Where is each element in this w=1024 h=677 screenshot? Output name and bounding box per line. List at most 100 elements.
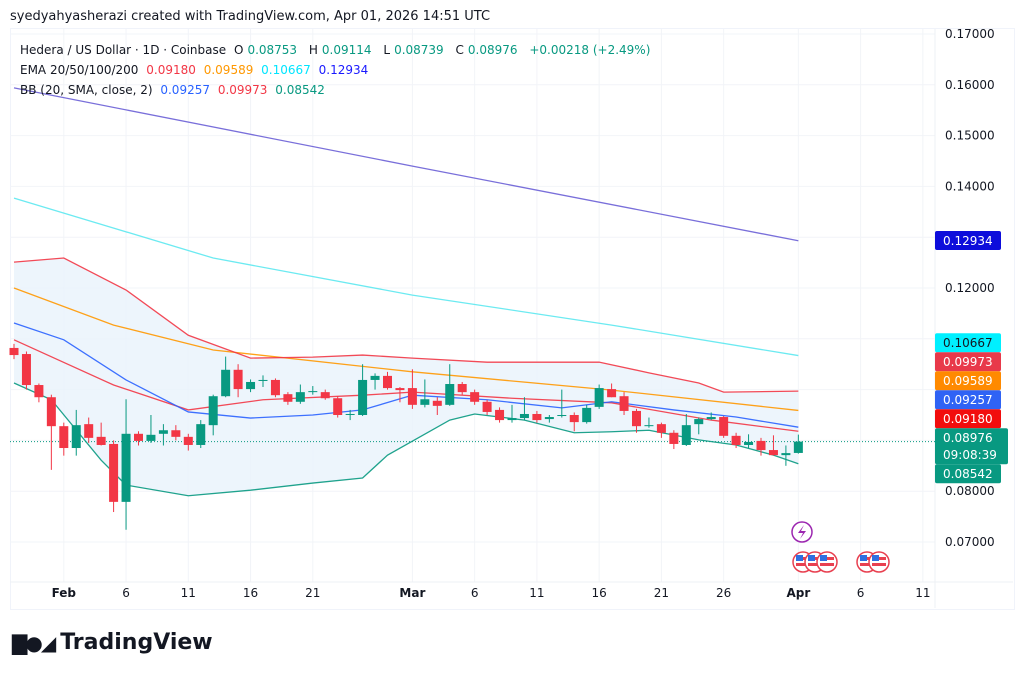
flag-stripe bbox=[820, 563, 834, 566]
ema100-line bbox=[13, 197, 799, 357]
candle-down bbox=[731, 435, 741, 445]
legend-bb-row[interactable]: BB (20, SMA, close, 2) 0.09257 0.09973 0… bbox=[20, 80, 654, 100]
price-label-box bbox=[935, 390, 1001, 410]
time-tick-label: 6 bbox=[857, 586, 865, 600]
ema50-value: 0.09589 bbox=[203, 63, 254, 77]
candle-down bbox=[495, 409, 505, 421]
candle-up bbox=[781, 453, 791, 456]
time-tick-label: 16 bbox=[592, 586, 607, 600]
candle-up bbox=[370, 375, 380, 380]
candle-up bbox=[681, 425, 691, 445]
candle-down bbox=[482, 401, 492, 412]
legend-symbol-row: Hedera / US Dollar · 1D · Coinbase O 0.08… bbox=[20, 40, 654, 60]
candle-down bbox=[395, 388, 405, 391]
price-label-text: 0.10667 bbox=[943, 336, 993, 350]
time-tick-label: Mar bbox=[399, 586, 425, 600]
ohlc-low-label: L bbox=[383, 43, 391, 57]
ohlc-change: +0.00218 (+2.49%) bbox=[529, 43, 651, 57]
bb-label: BB (20, SMA, close, 2) bbox=[20, 83, 153, 97]
candle-down bbox=[333, 398, 343, 415]
candle-up bbox=[694, 419, 704, 425]
flag-canton bbox=[872, 555, 879, 561]
countdown-label-text: 09:08:39 bbox=[943, 448, 997, 462]
price-tick-label: 0.14000 bbox=[945, 179, 995, 193]
candle-down bbox=[34, 385, 44, 398]
candle-down bbox=[109, 443, 119, 502]
candle-down bbox=[233, 369, 243, 390]
time-tick-label: 11 bbox=[181, 586, 196, 600]
candle-down bbox=[470, 392, 480, 402]
time-tick-label: 11 bbox=[529, 586, 544, 600]
candle-down bbox=[84, 424, 94, 438]
flag-canton bbox=[820, 555, 827, 561]
candle-up bbox=[146, 434, 156, 441]
candle-down bbox=[183, 436, 193, 445]
ohlc-open-value: 0.08753 bbox=[247, 43, 298, 57]
price-label-box bbox=[935, 352, 1001, 372]
candle-down bbox=[134, 433, 143, 441]
candle-up bbox=[445, 384, 455, 405]
candle-up bbox=[208, 396, 218, 426]
price-label-text: 0.09257 bbox=[943, 393, 993, 407]
ema200-line bbox=[13, 87, 799, 242]
candle-up bbox=[345, 413, 355, 415]
candle-up bbox=[744, 441, 754, 445]
flag-stripe bbox=[808, 563, 822, 566]
ema20-value: 0.09180 bbox=[146, 63, 196, 77]
flag-stripe bbox=[872, 563, 886, 566]
candle-down bbox=[656, 424, 666, 433]
candle-down bbox=[270, 379, 280, 396]
candle-up bbox=[519, 413, 529, 419]
candle-up bbox=[557, 415, 567, 417]
candle-down bbox=[283, 394, 293, 402]
flag-canton bbox=[860, 555, 867, 561]
tradingview-logo-icon: ▇●◢ bbox=[12, 630, 56, 655]
bb-upper-value: 0.09973 bbox=[217, 83, 268, 97]
price-label-box bbox=[935, 428, 1008, 465]
candle-up bbox=[71, 425, 81, 449]
bollinger-band-fill bbox=[14, 258, 799, 496]
bb-lower-value: 0.08542 bbox=[275, 83, 325, 97]
candle-up bbox=[507, 418, 517, 421]
candle-up bbox=[644, 425, 654, 427]
time-tick-label: 6 bbox=[471, 586, 479, 600]
ohlc-close-value: 0.08976 bbox=[467, 43, 518, 57]
candle-down bbox=[383, 375, 392, 389]
chart-frame bbox=[10, 28, 1015, 610]
tradingview-logo[interactable]: ▇●◢ TradingView bbox=[12, 630, 213, 655]
ohlc-high-label: H bbox=[308, 43, 318, 57]
price-label-text: 0.08542 bbox=[943, 467, 993, 481]
candle-up bbox=[308, 391, 318, 393]
ema20-line bbox=[13, 339, 799, 432]
lightning-glyph-icon bbox=[798, 525, 806, 539]
candle-down bbox=[96, 436, 106, 445]
ohlc-high: H 0.09114 bbox=[309, 43, 376, 57]
time-tick-label: 16 bbox=[243, 586, 258, 600]
price-label-text: 0.08976 bbox=[943, 431, 993, 445]
time-tick-label: 21 bbox=[654, 586, 669, 600]
candle-up bbox=[158, 430, 168, 434]
candle-down bbox=[669, 432, 679, 444]
candle-up bbox=[582, 407, 592, 423]
price-tick-label: 0.08000 bbox=[945, 484, 995, 498]
flag-stripe bbox=[860, 563, 874, 566]
legend-ema-row[interactable]: EMA 20/50/100/200 0.09180 0.09589 0.1066… bbox=[20, 60, 654, 80]
candle-up bbox=[121, 433, 131, 502]
symbol-title[interactable]: Hedera / US Dollar · 1D · Coinbase bbox=[20, 43, 227, 57]
candle-down bbox=[46, 397, 56, 427]
candle-down bbox=[632, 410, 641, 427]
candle-down bbox=[171, 430, 181, 437]
candle-down bbox=[457, 384, 467, 393]
candle-up bbox=[295, 392, 305, 402]
candle-down bbox=[756, 440, 766, 451]
ema100-value: 0.10667 bbox=[261, 63, 311, 77]
price-label-box bbox=[935, 371, 1001, 391]
ohlc-low: L 0.08739 bbox=[383, 43, 447, 57]
bb-upper-line bbox=[13, 257, 799, 393]
candle-up bbox=[594, 388, 604, 407]
candle-down bbox=[607, 389, 617, 398]
ema-label: EMA 20/50/100/200 bbox=[20, 63, 139, 77]
time-tick-label: Feb bbox=[52, 586, 77, 600]
candle-down bbox=[21, 354, 31, 386]
